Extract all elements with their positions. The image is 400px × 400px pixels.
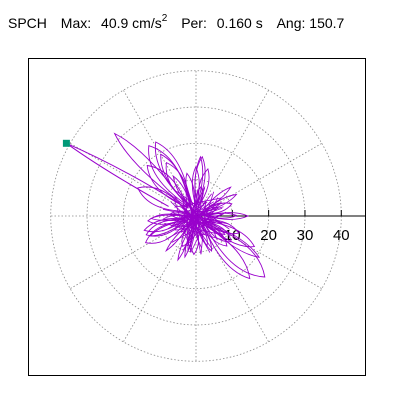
trace-core-segment — [170, 201, 206, 236]
angle-value: 150.7 — [309, 15, 345, 31]
trace-loop — [143, 217, 186, 233]
max-value-exponent: 2 — [161, 13, 168, 24]
chart-header: SPCH Max: 40.9 cm/s2 Per: 0.160 s Ang: 1… — [8, 13, 345, 32]
max-marker-layer — [62, 139, 70, 147]
trace-loop — [194, 155, 204, 206]
trace-loop — [202, 202, 233, 215]
station-code: SPCH — [8, 15, 47, 31]
motion-trace — [66, 132, 266, 280]
radial-tick-label: 30 — [297, 227, 314, 244]
period-value: 0.160 s — [216, 15, 263, 31]
trace-core-segment — [174, 197, 222, 208]
trace-loop — [137, 186, 187, 212]
trace-loop — [113, 132, 189, 209]
trace-core-segment — [188, 192, 202, 255]
angle-label: Ang: — [276, 15, 306, 31]
trace-loop — [149, 219, 188, 237]
radial-tick-label: 40 — [333, 227, 350, 244]
radial-tick-label: 20 — [260, 227, 277, 244]
trace-max-excursion — [66, 142, 182, 206]
trace-core-segment — [162, 208, 221, 222]
trace-core-segment — [182, 199, 191, 236]
trace-loop — [180, 218, 194, 233]
max-value: 40.9 cm/s2 — [101, 13, 168, 32]
trace-core-segment — [190, 210, 195, 229]
trace-core-segment — [184, 201, 204, 222]
trace-loop — [201, 221, 228, 247]
trace-loop — [191, 166, 200, 207]
trace-core-segment — [178, 201, 208, 221]
trace-core-segment — [185, 207, 203, 237]
trace-core-segment — [201, 191, 215, 231]
trace-loop — [184, 224, 195, 259]
max-point-marker — [62, 139, 70, 147]
max-label: Max: — [60, 15, 92, 31]
trace-core-segment — [176, 190, 230, 230]
trace-core-segment — [186, 208, 217, 247]
trace-core-segment — [195, 201, 202, 238]
trace-max-return — [66, 142, 169, 207]
plot-frame — [28, 58, 366, 376]
trace-core-segment — [182, 204, 212, 234]
trace-core-segment — [184, 215, 200, 222]
period-label: Per: — [181, 15, 207, 31]
max-value-number: 40.9 cm/s — [101, 15, 162, 31]
trace-core-segment — [190, 197, 219, 253]
trace-loop — [204, 221, 261, 258]
trace-loop — [203, 222, 266, 278]
grid-spoke-60 — [195, 89, 269, 217]
